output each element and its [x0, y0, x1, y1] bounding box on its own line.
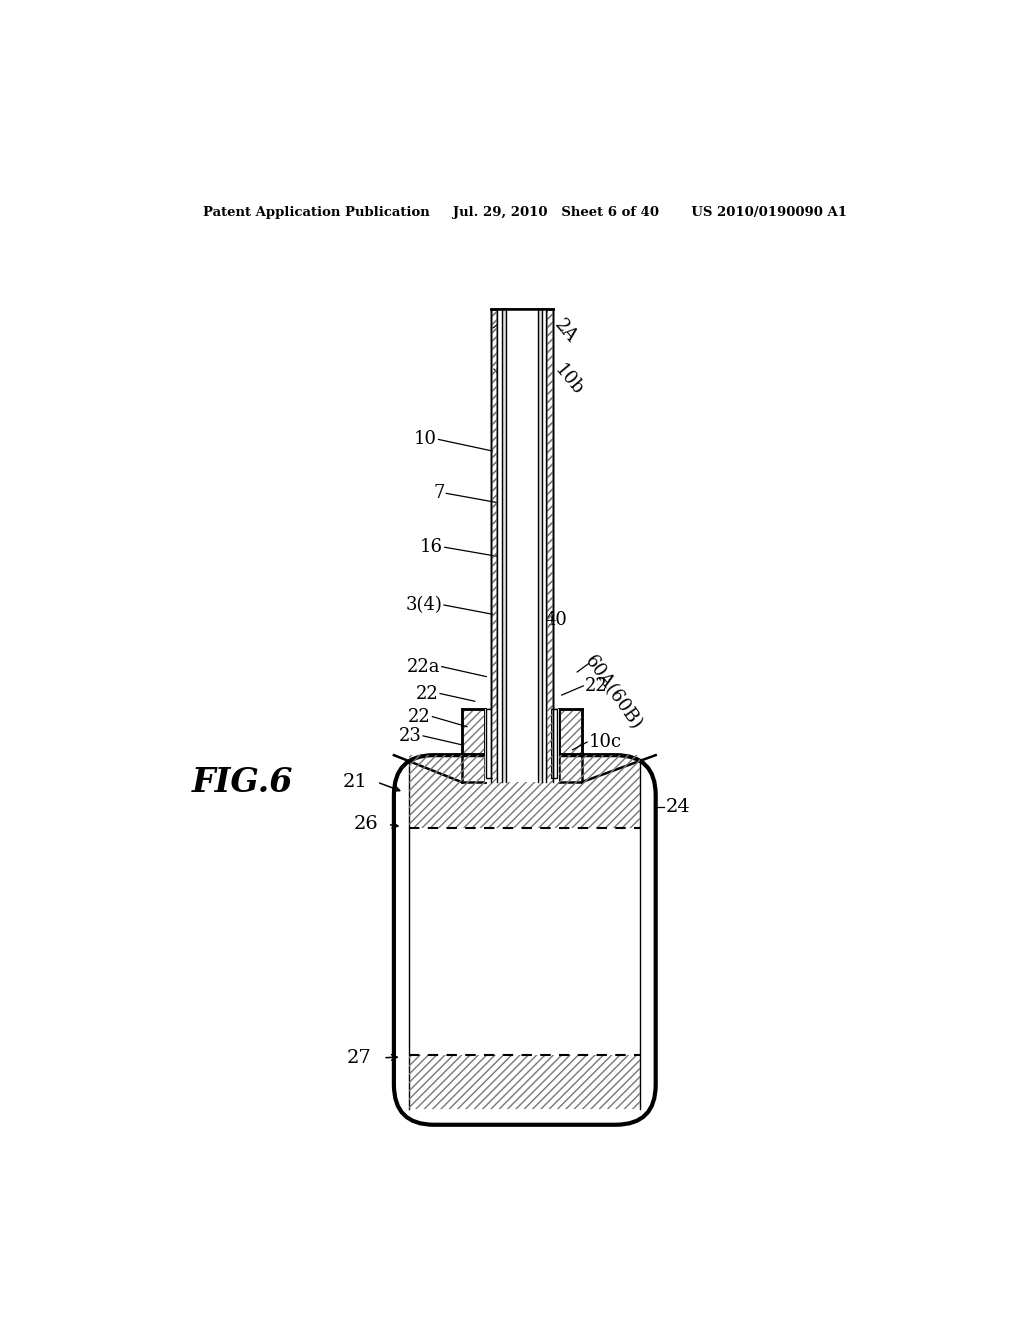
- Bar: [547, 309, 553, 797]
- Bar: [538, 309, 542, 781]
- Text: 27: 27: [347, 1049, 372, 1067]
- Bar: [484, 709, 559, 781]
- Bar: [551, 709, 557, 779]
- Bar: [502, 309, 506, 781]
- Bar: [551, 709, 557, 779]
- Bar: [490, 309, 497, 781]
- Bar: [497, 309, 502, 781]
- Bar: [542, 309, 547, 781]
- Text: 22: 22: [409, 708, 431, 726]
- Text: 60A(60B): 60A(60B): [582, 652, 645, 733]
- Text: 10c: 10c: [589, 733, 622, 751]
- Bar: [497, 309, 502, 797]
- Bar: [538, 309, 542, 797]
- Bar: [506, 309, 538, 781]
- Bar: [493, 709, 551, 779]
- Bar: [490, 309, 497, 797]
- Text: 3(4): 3(4): [406, 597, 442, 614]
- Bar: [502, 309, 506, 797]
- Text: 26: 26: [353, 816, 379, 833]
- Text: 16: 16: [420, 539, 443, 556]
- Text: 10: 10: [414, 430, 437, 449]
- Bar: [462, 709, 484, 781]
- Text: 22a: 22a: [407, 657, 440, 676]
- Text: 21: 21: [343, 774, 368, 791]
- Bar: [559, 709, 582, 781]
- Bar: [410, 755, 640, 829]
- Bar: [506, 309, 538, 797]
- Text: FIG.6: FIG.6: [191, 766, 293, 799]
- Text: 23: 23: [398, 727, 422, 744]
- Text: 24: 24: [666, 797, 690, 816]
- Bar: [486, 709, 493, 779]
- Text: 7: 7: [433, 484, 444, 503]
- Bar: [486, 709, 493, 779]
- FancyBboxPatch shape: [394, 755, 655, 1125]
- Bar: [542, 309, 547, 797]
- Bar: [493, 709, 551, 779]
- Text: 22: 22: [416, 685, 438, 702]
- Bar: [547, 309, 553, 781]
- Text: 10b: 10b: [551, 360, 587, 399]
- Bar: [462, 709, 484, 781]
- Bar: [410, 1056, 640, 1109]
- Bar: [559, 709, 582, 781]
- Text: 2A: 2A: [496, 313, 525, 343]
- Text: 10a: 10a: [487, 359, 522, 396]
- Text: 2A: 2A: [551, 315, 581, 346]
- Text: Patent Application Publication     Jul. 29, 2010   Sheet 6 of 40       US 2010/0: Patent Application Publication Jul. 29, …: [203, 206, 847, 219]
- Text: 40: 40: [544, 611, 567, 630]
- Text: 22: 22: [585, 677, 607, 694]
